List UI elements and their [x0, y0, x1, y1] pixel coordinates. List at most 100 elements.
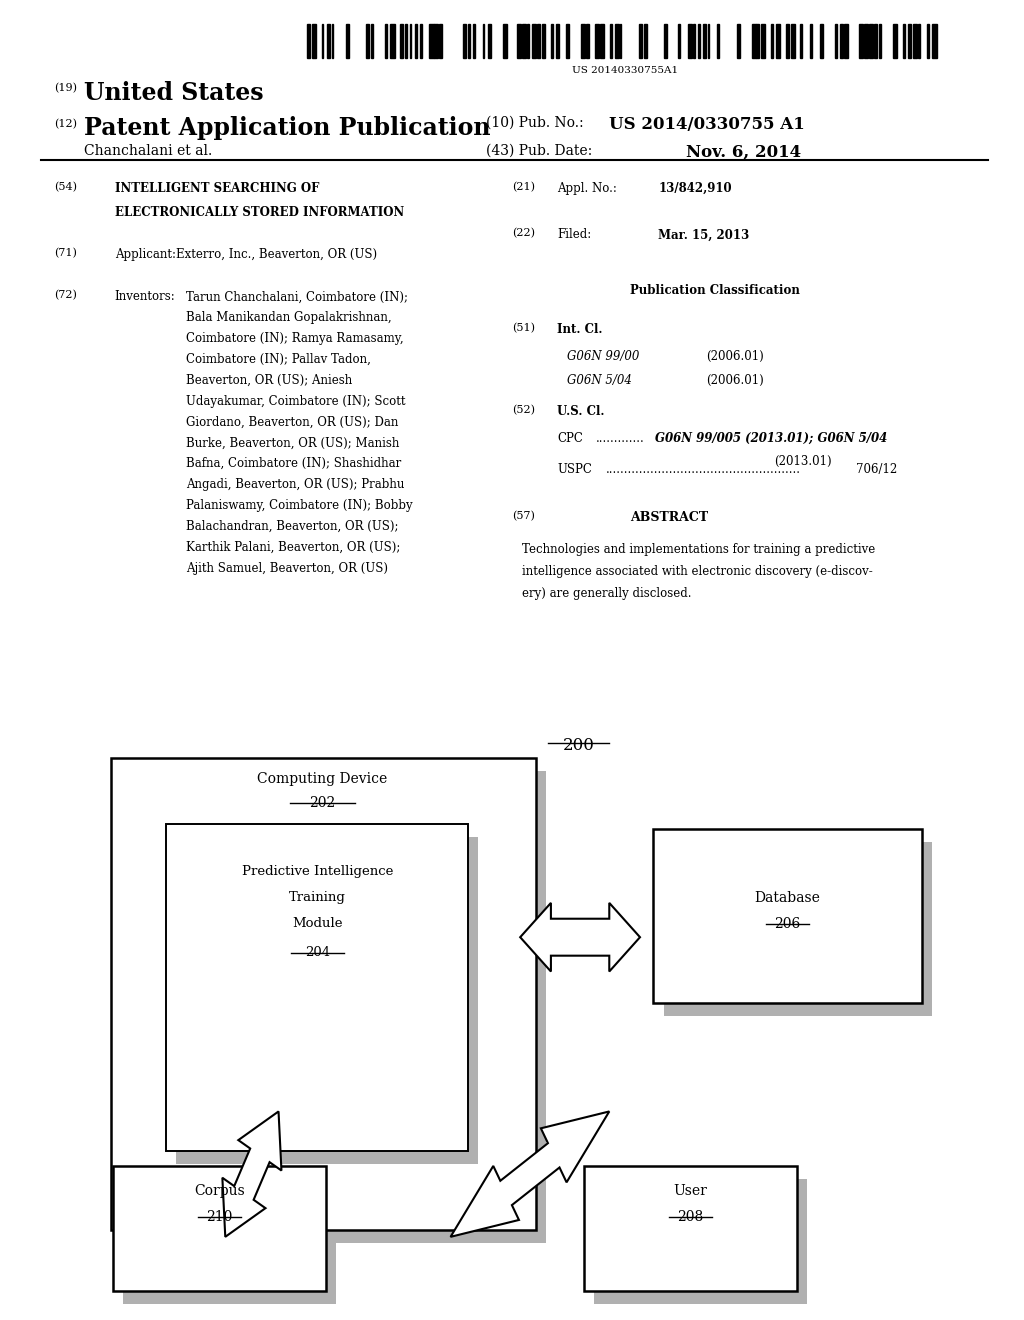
Bar	[835, 24, 837, 58]
Text: (43) Pub. Date:: (43) Pub. Date:	[486, 144, 593, 158]
Bar	[307, 24, 310, 58]
Bar	[614, 24, 618, 58]
Text: Training: Training	[289, 891, 346, 904]
Text: 206: 206	[774, 917, 801, 932]
Text: 706/12: 706/12	[856, 463, 897, 477]
Bar	[653, 829, 922, 1003]
Bar	[113, 1166, 326, 1291]
Text: Coimbatore (IN); Ramya Ramasamy,: Coimbatore (IN); Ramya Ramasamy,	[186, 333, 404, 345]
Bar	[820, 24, 823, 58]
Text: 200: 200	[562, 737, 595, 754]
Text: (10) Pub. No.:: (10) Pub. No.:	[486, 116, 584, 131]
Text: (2006.01): (2006.01)	[707, 374, 764, 387]
Text: 210: 210	[206, 1210, 232, 1225]
Bar	[664, 842, 932, 1016]
Bar	[791, 24, 795, 58]
Text: (72): (72)	[54, 290, 77, 301]
Bar	[678, 24, 680, 58]
Bar	[327, 24, 330, 58]
Bar	[595, 24, 599, 58]
Text: Angadi, Beaverton, OR (US); Prabhu: Angadi, Beaverton, OR (US); Prabhu	[186, 478, 404, 491]
Text: G06N 5/04: G06N 5/04	[567, 374, 632, 387]
Bar	[400, 24, 403, 58]
Bar	[410, 24, 412, 58]
Text: Balachandran, Beaverton, OR (US);: Balachandran, Beaverton, OR (US);	[186, 520, 399, 533]
Text: ABSTRACT: ABSTRACT	[630, 511, 708, 524]
Text: Mar. 15, 2013: Mar. 15, 2013	[658, 228, 750, 242]
Bar	[385, 24, 387, 58]
Bar	[693, 24, 695, 58]
Bar	[166, 824, 468, 1151]
Text: US 2014/0330755 A1: US 2014/0330755 A1	[609, 116, 805, 133]
Text: (52): (52)	[512, 405, 535, 416]
Bar	[517, 24, 521, 58]
Bar	[404, 24, 407, 58]
Bar	[664, 24, 667, 58]
Bar	[845, 24, 848, 58]
Bar	[531, 24, 536, 58]
Bar	[903, 24, 904, 58]
Bar	[776, 24, 780, 58]
Bar	[464, 24, 466, 58]
Bar	[868, 24, 872, 58]
Bar	[473, 24, 475, 58]
Bar	[928, 24, 930, 58]
Bar	[551, 24, 553, 58]
Text: Burke, Beaverton, OR (US); Manish: Burke, Beaverton, OR (US); Manish	[186, 437, 399, 449]
Text: Appl. No.:: Appl. No.:	[557, 182, 616, 195]
Text: Nov. 6, 2014: Nov. 6, 2014	[686, 144, 801, 161]
Text: Bala Manikandan Gopalakrishnan,: Bala Manikandan Gopalakrishnan,	[186, 312, 392, 325]
Text: (71): (71)	[54, 248, 77, 259]
Text: United States: United States	[84, 81, 263, 104]
Text: Applicant:: Applicant:	[115, 248, 176, 261]
Bar	[586, 24, 589, 58]
Text: Module: Module	[292, 917, 343, 931]
Bar	[121, 771, 546, 1243]
Text: (21): (21)	[512, 182, 535, 193]
Text: Coimbatore (IN); Pallav Tadon,: Coimbatore (IN); Pallav Tadon,	[186, 352, 372, 366]
Bar	[688, 24, 691, 58]
Text: ....................................................: ........................................…	[606, 463, 801, 477]
Bar	[708, 24, 710, 58]
Text: U.S. Cl.: U.S. Cl.	[557, 405, 604, 418]
Text: Publication Classification: Publication Classification	[630, 284, 800, 297]
Bar	[111, 758, 536, 1230]
Text: User: User	[673, 1184, 708, 1199]
Bar	[698, 24, 700, 58]
Text: Technologies and implementations for training a predictive: Technologies and implementations for tra…	[522, 543, 876, 556]
Text: Udayakumar, Coimbatore (IN); Scott: Udayakumar, Coimbatore (IN); Scott	[186, 395, 406, 408]
Bar	[527, 24, 528, 58]
Bar	[415, 24, 417, 58]
Bar	[762, 24, 765, 58]
Bar	[932, 24, 937, 58]
Bar	[594, 1179, 807, 1304]
Bar	[556, 24, 559, 58]
Bar	[644, 24, 647, 58]
Text: (57): (57)	[512, 511, 535, 521]
Bar	[620, 24, 622, 58]
Bar	[801, 24, 803, 58]
Text: Beaverton, OR (US); Aniesh: Beaverton, OR (US); Aniesh	[186, 374, 352, 387]
Text: Patent Application Publication: Patent Application Publication	[84, 116, 490, 140]
Bar	[371, 24, 373, 58]
Bar	[584, 1166, 797, 1291]
Bar	[810, 24, 812, 58]
Bar	[503, 24, 507, 58]
Text: Exterro, Inc., Beaverton, OR (US): Exterro, Inc., Beaverton, OR (US)	[176, 248, 377, 261]
Text: Chanchalani et al.: Chanchalani et al.	[84, 144, 212, 158]
Bar	[346, 24, 348, 58]
Text: 208: 208	[677, 1210, 703, 1225]
Bar	[610, 24, 612, 58]
Bar	[639, 24, 642, 58]
Text: (19): (19)	[54, 83, 77, 94]
Text: Tarun Chanchalani, Coimbatore (IN);: Tarun Chanchalani, Coimbatore (IN);	[186, 290, 409, 304]
Bar	[429, 24, 433, 58]
Bar	[390, 24, 394, 58]
Text: (54): (54)	[54, 182, 77, 193]
Bar	[918, 24, 920, 58]
Text: Palaniswamy, Coimbatore (IN); Bobby: Palaniswamy, Coimbatore (IN); Bobby	[186, 499, 413, 512]
Bar	[912, 24, 918, 58]
Bar	[483, 24, 484, 58]
Bar	[859, 24, 863, 58]
Bar	[757, 24, 759, 58]
